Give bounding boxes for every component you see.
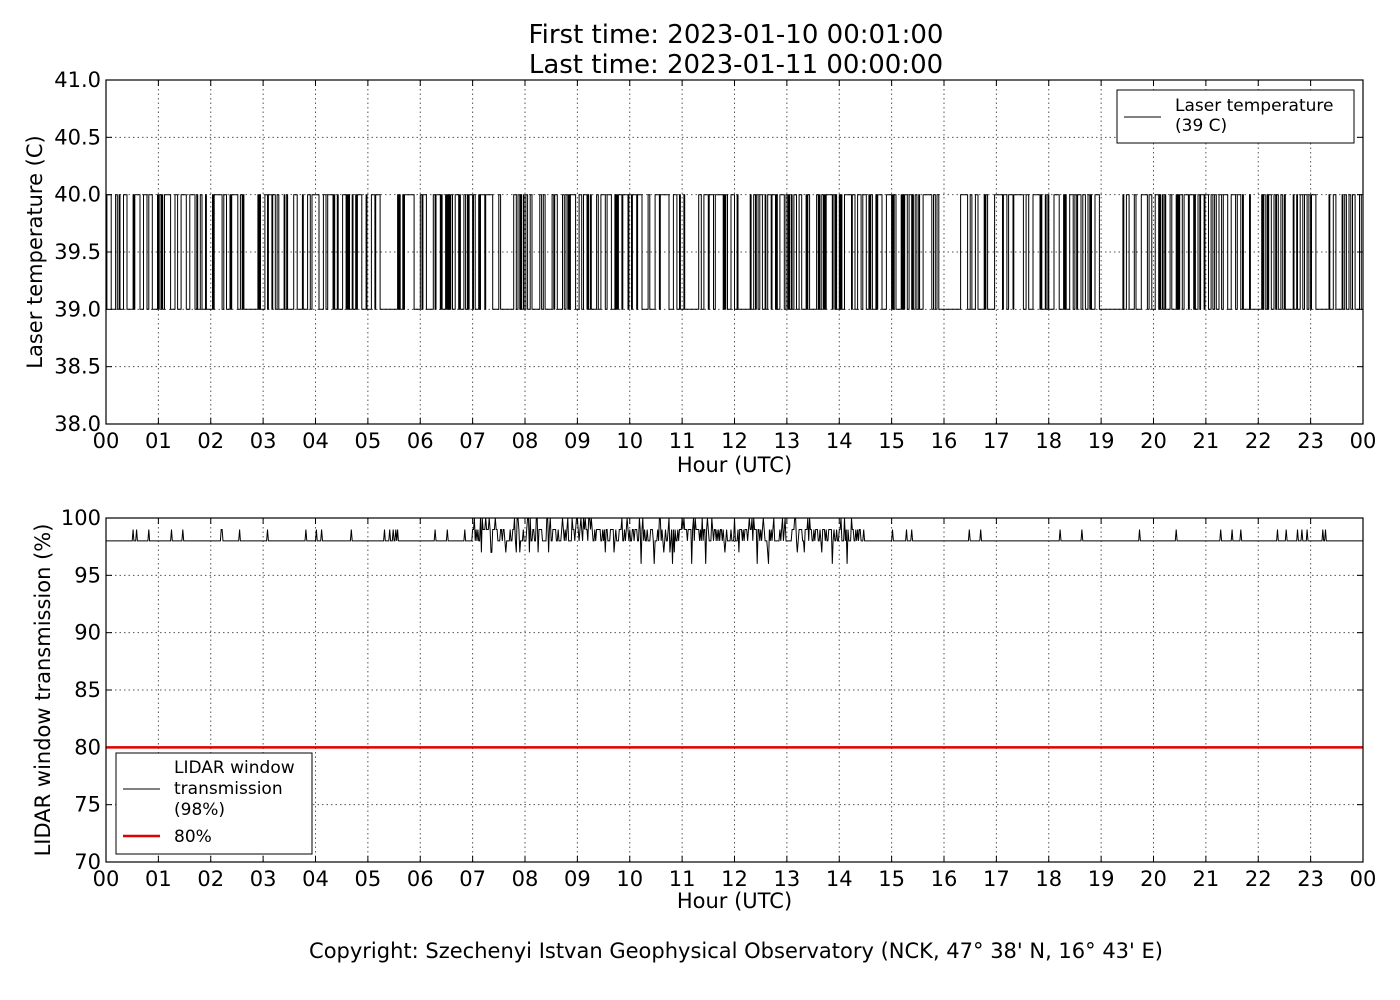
y-tick-label: 38.0	[54, 412, 101, 436]
x-tick-label: 17	[983, 429, 1010, 453]
lidar-transmission-panel: 00 01 02 03 04 05 06 07 08 09 10 11 12 13 14 15 16 17 18 19…	[31, 506, 1376, 913]
x-tick-label: 23	[1297, 429, 1324, 453]
y-tick-label: 75	[74, 793, 101, 817]
x-tick-label: 00	[1350, 867, 1377, 891]
x-tick-label: 14	[826, 867, 853, 891]
x-tick-label: 20	[1140, 429, 1167, 453]
copyright-text: Copyright: Szechenyi Istvan Geophysical …	[309, 939, 1163, 963]
y-tick-label: 85	[74, 678, 101, 702]
y-tick-label: 100	[61, 506, 101, 530]
x-tick-label: 19	[1088, 429, 1115, 453]
x-tick-label: 13	[774, 867, 801, 891]
legend-label: LIDAR window	[174, 758, 295, 778]
x-tick-label: 11	[669, 429, 696, 453]
x-tick-label: 21	[1193, 429, 1220, 453]
y-tick-label: 80	[74, 735, 101, 759]
legend: Laser temperature(39 C)	[1116, 89, 1355, 144]
x-tick-label: 22	[1245, 429, 1272, 453]
plot-frame	[105, 79, 1364, 425]
x-tick-label: 03	[250, 429, 277, 453]
y-tick-label: 39.5	[54, 240, 101, 264]
x-tick-label: 20	[1140, 867, 1167, 891]
y-tick-label: 38.5	[54, 355, 101, 379]
x-tick-label: 21	[1193, 867, 1220, 891]
x-axis-label: Hour (UTC)	[677, 453, 792, 477]
x-tick-label: 04	[302, 867, 329, 891]
x-tick-label: 08	[512, 429, 539, 453]
y-tick-label: 41.0	[54, 68, 101, 92]
laser-temperature-panel: 00 01 02 03 04 05 06 07 08 09 10 11 12 13 14 15 16 17 18 19…	[23, 68, 1376, 477]
x-tick-label: 02	[197, 429, 224, 453]
x-tick-label: 02	[197, 867, 224, 891]
x-tick-label: 07	[459, 429, 486, 453]
y-tick-label: 40.5	[54, 125, 101, 149]
x-tick-label: 11	[669, 867, 696, 891]
title-line-1: First time: 2023-01-10 00:01:00	[529, 20, 944, 50]
x-tick-label: 22	[1245, 867, 1272, 891]
legend-label: (39 C)	[1175, 116, 1227, 136]
x-tick-label: 10	[616, 867, 643, 891]
x-tick-label: 23	[1297, 867, 1324, 891]
series-line-lidar-transmission	[106, 518, 1363, 564]
x-tick-label: 19	[1088, 867, 1115, 891]
x-tick-label: 07	[459, 867, 486, 891]
x-tick-label: 09	[564, 867, 591, 891]
x-tick-label: 12	[721, 867, 748, 891]
x-tick-label: 08	[512, 867, 539, 891]
y-tick-label: 95	[74, 563, 101, 587]
x-tick-label: 06	[407, 429, 434, 453]
x-tick-label: 15	[878, 429, 905, 453]
x-tick-label: 01	[145, 429, 172, 453]
x-tick-label: 00	[93, 429, 120, 453]
y-tick-label: 90	[74, 621, 101, 645]
y-axis-label: LIDAR window transmission (%)	[31, 524, 55, 857]
legend-label: Laser temperature	[1175, 96, 1333, 116]
legend-label: (98%)	[174, 800, 225, 820]
x-tick-label: 16	[931, 429, 958, 453]
y-tick-label: 40.0	[54, 183, 101, 207]
x-tick-label: 16	[931, 867, 958, 891]
x-tick-label: 05	[355, 867, 382, 891]
plot-frame	[105, 517, 1364, 863]
x-tick-label: 18	[1035, 429, 1062, 453]
y-tick-label: 39.0	[54, 297, 101, 321]
x-tick-label: 15	[878, 867, 905, 891]
x-tick-label: 10	[616, 429, 643, 453]
legend-label: transmission	[174, 779, 283, 799]
x-axis-label: Hour (UTC)	[677, 889, 792, 913]
series-line-laser-temperature	[106, 194, 1363, 310]
x-tick-label: 00	[93, 867, 120, 891]
x-tick-label: 05	[355, 429, 382, 453]
y-axis-label: Laser temperature (C)	[23, 135, 47, 368]
x-tick-label: 03	[250, 867, 277, 891]
x-tick-label: 04	[302, 429, 329, 453]
title-line-2: Last time: 2023-01-11 00:00:00	[529, 50, 943, 80]
x-tick-label: 12	[721, 429, 748, 453]
x-tick-label: 01	[145, 867, 172, 891]
x-tick-label: 18	[1035, 867, 1062, 891]
x-tick-label: 09	[564, 429, 591, 453]
x-tick-label: 17	[983, 867, 1010, 891]
y-tick-label: 70	[74, 850, 101, 874]
x-tick-label: 13	[774, 429, 801, 453]
x-tick-label: 06	[407, 867, 434, 891]
legend-label: 80%	[174, 827, 212, 847]
x-tick-label: 14	[826, 429, 853, 453]
x-tick-label: 00	[1350, 429, 1377, 453]
